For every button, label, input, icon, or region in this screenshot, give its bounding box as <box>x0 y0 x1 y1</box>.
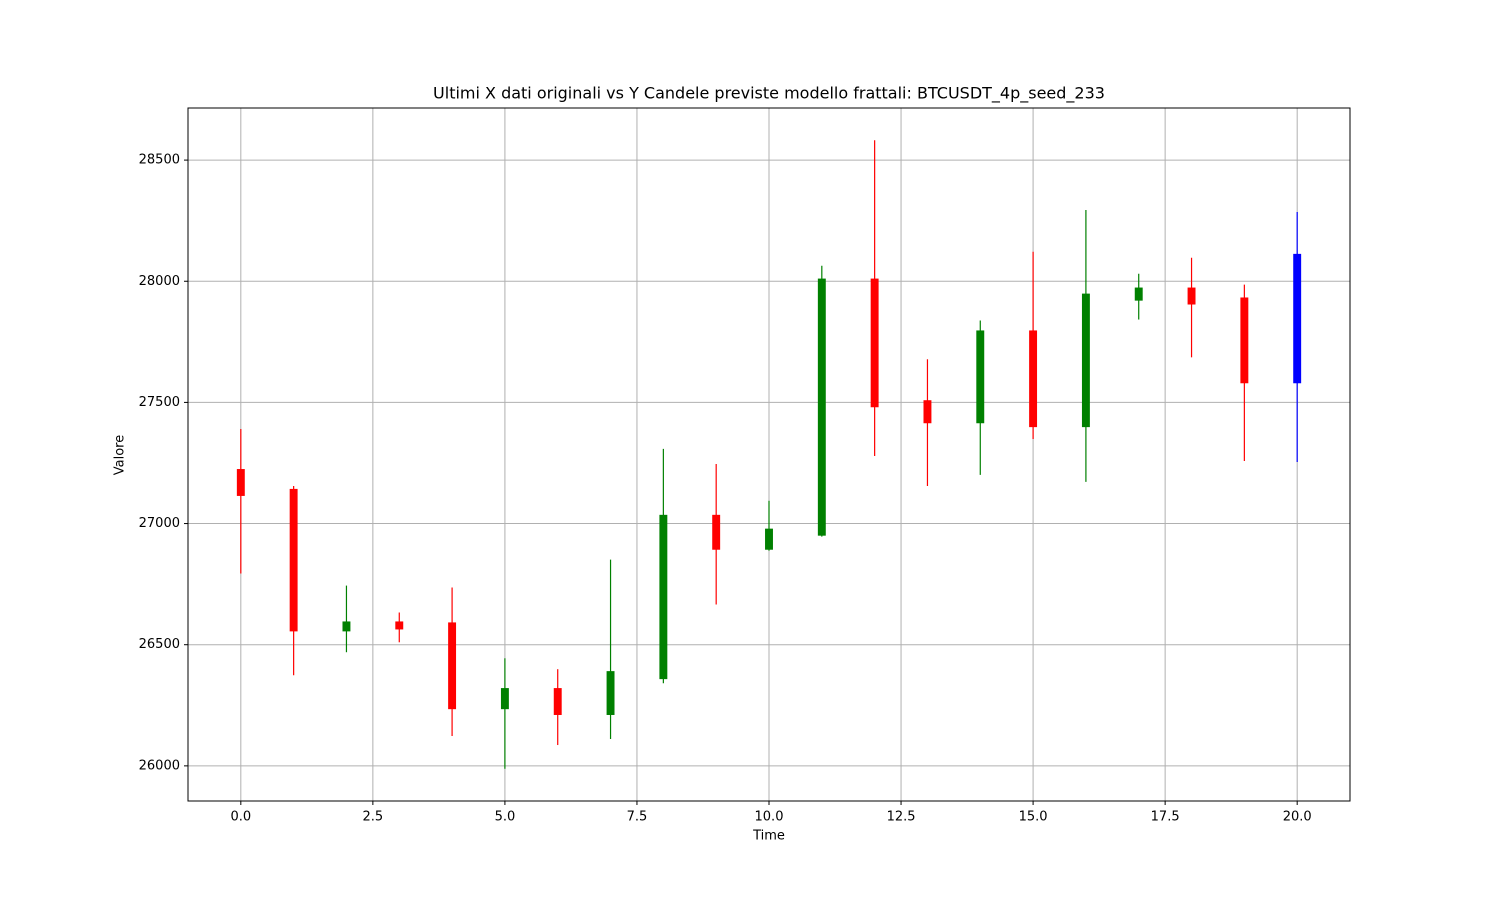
candle-body <box>1029 330 1038 428</box>
y-tick-label: 27500 <box>139 395 180 410</box>
candle-body <box>553 688 562 715</box>
candle-body <box>1134 287 1143 301</box>
candle-body <box>236 469 245 496</box>
candle-body <box>817 278 826 536</box>
x-axis-label: Time <box>752 829 785 844</box>
candle-body <box>712 514 721 550</box>
candle-body <box>500 688 509 710</box>
x-tick-label: 5.0 <box>495 810 516 825</box>
candle-body <box>289 488 298 632</box>
candle-body <box>342 621 351 632</box>
candle-body <box>448 622 457 710</box>
y-tick-label: 26500 <box>139 637 180 652</box>
x-tick-label: 17.5 <box>1151 810 1180 825</box>
candle-body <box>923 400 932 424</box>
candle-body <box>1081 293 1090 428</box>
x-tick-label: 2.5 <box>363 810 384 825</box>
candle-body <box>659 514 668 680</box>
y-tick-label: 27000 <box>139 516 180 531</box>
x-tick-label: 7.5 <box>627 810 648 825</box>
y-tick-label: 28000 <box>139 274 180 289</box>
x-tick-label: 15.0 <box>1019 810 1048 825</box>
y-tick-label: 28500 <box>139 153 180 168</box>
candle-body <box>1293 253 1302 384</box>
plot-frame <box>187 107 1351 802</box>
x-tick-label: 10.0 <box>755 810 784 825</box>
y-tick-label: 26000 <box>139 758 180 773</box>
candle-body <box>870 278 879 408</box>
candle-body <box>395 621 404 630</box>
chart-title: Ultimi X dati originali vs Y Candele pre… <box>433 84 1105 104</box>
y-axis-label: Valore <box>113 435 128 475</box>
candle-body <box>606 671 615 715</box>
candle-body <box>1240 297 1249 384</box>
candle-body <box>1187 287 1196 305</box>
x-tick-label: 12.5 <box>887 810 916 825</box>
candle-body <box>976 330 985 424</box>
x-tick-label: 20.0 <box>1283 810 1312 825</box>
candle-body <box>765 528 773 550</box>
x-tick-label: 0.0 <box>230 810 251 825</box>
